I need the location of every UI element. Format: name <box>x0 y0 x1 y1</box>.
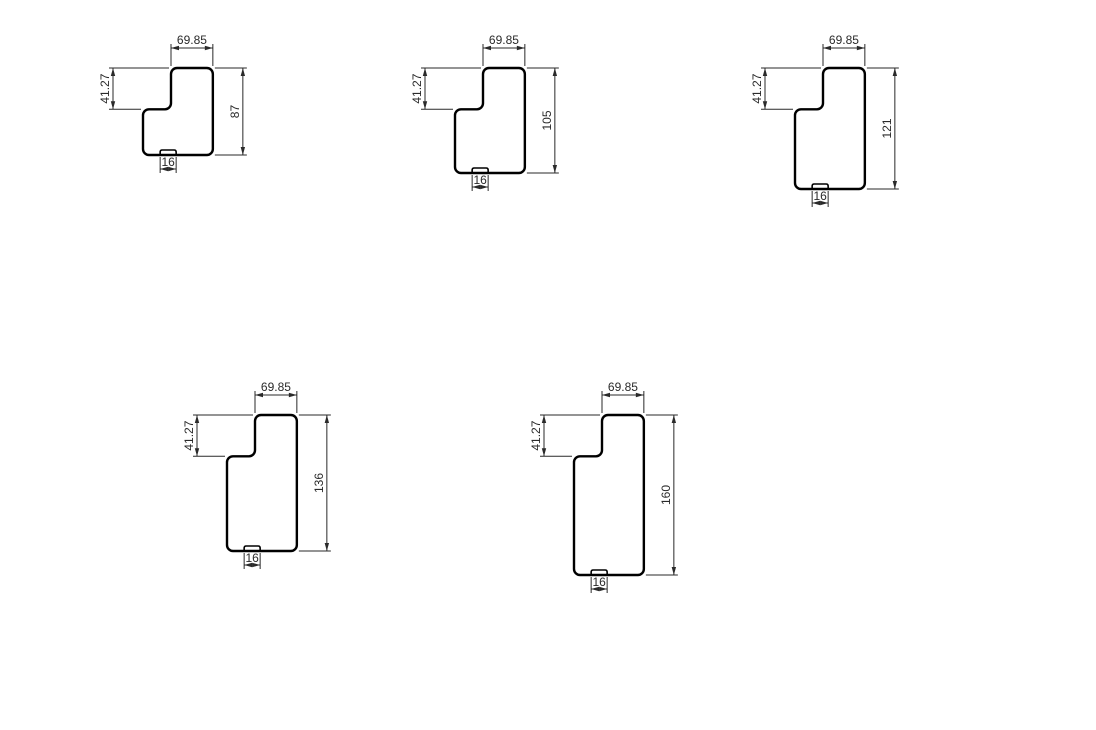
dim-notch-p105-label: 16 <box>473 173 487 187</box>
technical-drawing-canvas: 69.85 87 41.27 16 69.85 105 41.27 16 69.85 121 41.… <box>0 0 1096 730</box>
profile-p160 <box>574 415 644 575</box>
dim-notch-p160-label: 16 <box>592 575 606 589</box>
dim-step-p136-label: 41.27 <box>182 420 196 450</box>
dim-notch-p87-label: 16 <box>161 155 175 169</box>
dim-w-p105-label: 69.85 <box>489 33 519 47</box>
profile-p105 <box>455 68 525 173</box>
dim-step-p105-label: 41.27 <box>410 73 424 103</box>
profile-outline-p105 <box>455 68 525 173</box>
dim-notch-p136-label: 16 <box>245 551 259 565</box>
dim-step-p160-label: 41.27 <box>529 420 543 450</box>
dim-notch-p121-label: 16 <box>813 189 827 203</box>
dim-h-p136-label: 136 <box>312 473 326 493</box>
dim-step-p87-label: 41.27 <box>98 73 112 103</box>
profile-p87 <box>143 68 213 155</box>
profile-outline-p121 <box>795 68 865 189</box>
dim-w-p136-label: 69.85 <box>261 380 291 394</box>
profile-outline-p87 <box>143 68 213 155</box>
dim-step-p121-label: 41.27 <box>750 73 764 103</box>
dim-w-p121-label: 69.85 <box>829 33 859 47</box>
dim-w-p160-label: 69.85 <box>608 380 638 394</box>
profile-outline-p160 <box>574 415 644 575</box>
dim-h-p87-label: 87 <box>228 105 242 119</box>
dim-h-p160-label: 160 <box>659 485 673 505</box>
dim-w-p87-label: 69.85 <box>177 33 207 47</box>
profile-outline-p136 <box>227 415 297 551</box>
profile-p121 <box>795 68 865 189</box>
dim-h-p121-label: 121 <box>880 118 894 138</box>
dim-h-p105-label: 105 <box>540 110 554 130</box>
profile-p136 <box>227 415 297 551</box>
